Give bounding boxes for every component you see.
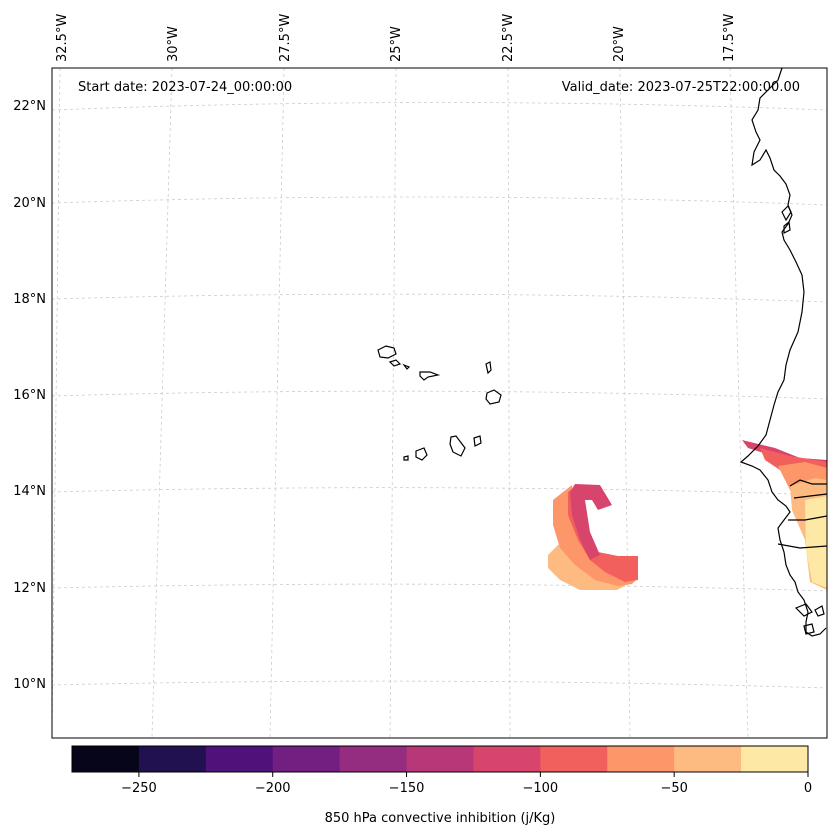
colorbar-cell (72, 746, 140, 772)
colorbar-tick-label: −250 (121, 781, 157, 796)
colorbar-title: 850 hPa convective inhibition (j/Kg) (325, 811, 556, 826)
lat-tick-label: 22°N (13, 99, 46, 114)
colorbar-cell (540, 746, 608, 772)
colorbar-border (71, 745, 809, 773)
colorbar-tick-label: −50 (660, 781, 687, 796)
lat-tick-label: 16°N (13, 388, 46, 403)
colorbar-tick-label: −150 (389, 781, 425, 796)
colorbar-cell (205, 746, 274, 772)
cin-field-coast (742, 440, 827, 590)
colorbar-tick-label: −200 (255, 781, 291, 796)
colorbar-cell (339, 746, 408, 772)
lon-tick-label: 20°W (612, 26, 627, 62)
colorbar-cell (406, 746, 474, 772)
colorbar: −250 −200 −150 −100 −50 0 850 hPa convective … (71, 745, 812, 826)
lat-tick-label: 12°N (13, 581, 46, 596)
lon-tick-label: 30°W (166, 26, 181, 62)
colorbar-cell (741, 746, 809, 772)
colorbar-cell (138, 746, 207, 772)
gridlines (51, 67, 828, 739)
lon-tick-label: 27.5°W (278, 14, 293, 62)
lon-tick-label: 32.5°W (55, 14, 70, 62)
lat-tick-label: 10°N (13, 677, 46, 692)
map-area (52, 68, 827, 738)
cape-verde-islands (377, 345, 502, 461)
lat-tick-label: 14°N (13, 484, 46, 499)
lat-tick-labels: 22°N 20°N 18°N 16°N 14°N 12°N 10°N (13, 99, 46, 692)
lon-tick-label: 25°W (389, 26, 404, 62)
lat-tick-label: 20°N (13, 196, 46, 211)
african-coastline (739, 67, 828, 637)
lon-tick-labels: 32.5°W 30°W 27.5°W 25°W 22.5°W 20°W 17.5… (55, 14, 737, 62)
cin-field-offshore (548, 484, 638, 590)
colorbar-cell (607, 746, 675, 772)
colorbar-cell (272, 746, 341, 772)
lon-tick-label: 17.5°W (722, 14, 737, 62)
lat-tick-label: 18°N (13, 292, 46, 307)
valid-date-text: Valid_date: 2023-07-25T22:00:00.00 (562, 80, 800, 95)
colorbar-cell (674, 746, 742, 772)
start-date-text: Start date: 2023-07-24_00:00:00 (78, 80, 292, 95)
colorbar-cell (473, 746, 541, 772)
map-border (51, 67, 828, 739)
lon-tick-label: 22.5°W (501, 14, 516, 62)
colorbar-tick-label: −100 (523, 781, 559, 796)
colorbar-tick-label: 0 (804, 781, 812, 796)
